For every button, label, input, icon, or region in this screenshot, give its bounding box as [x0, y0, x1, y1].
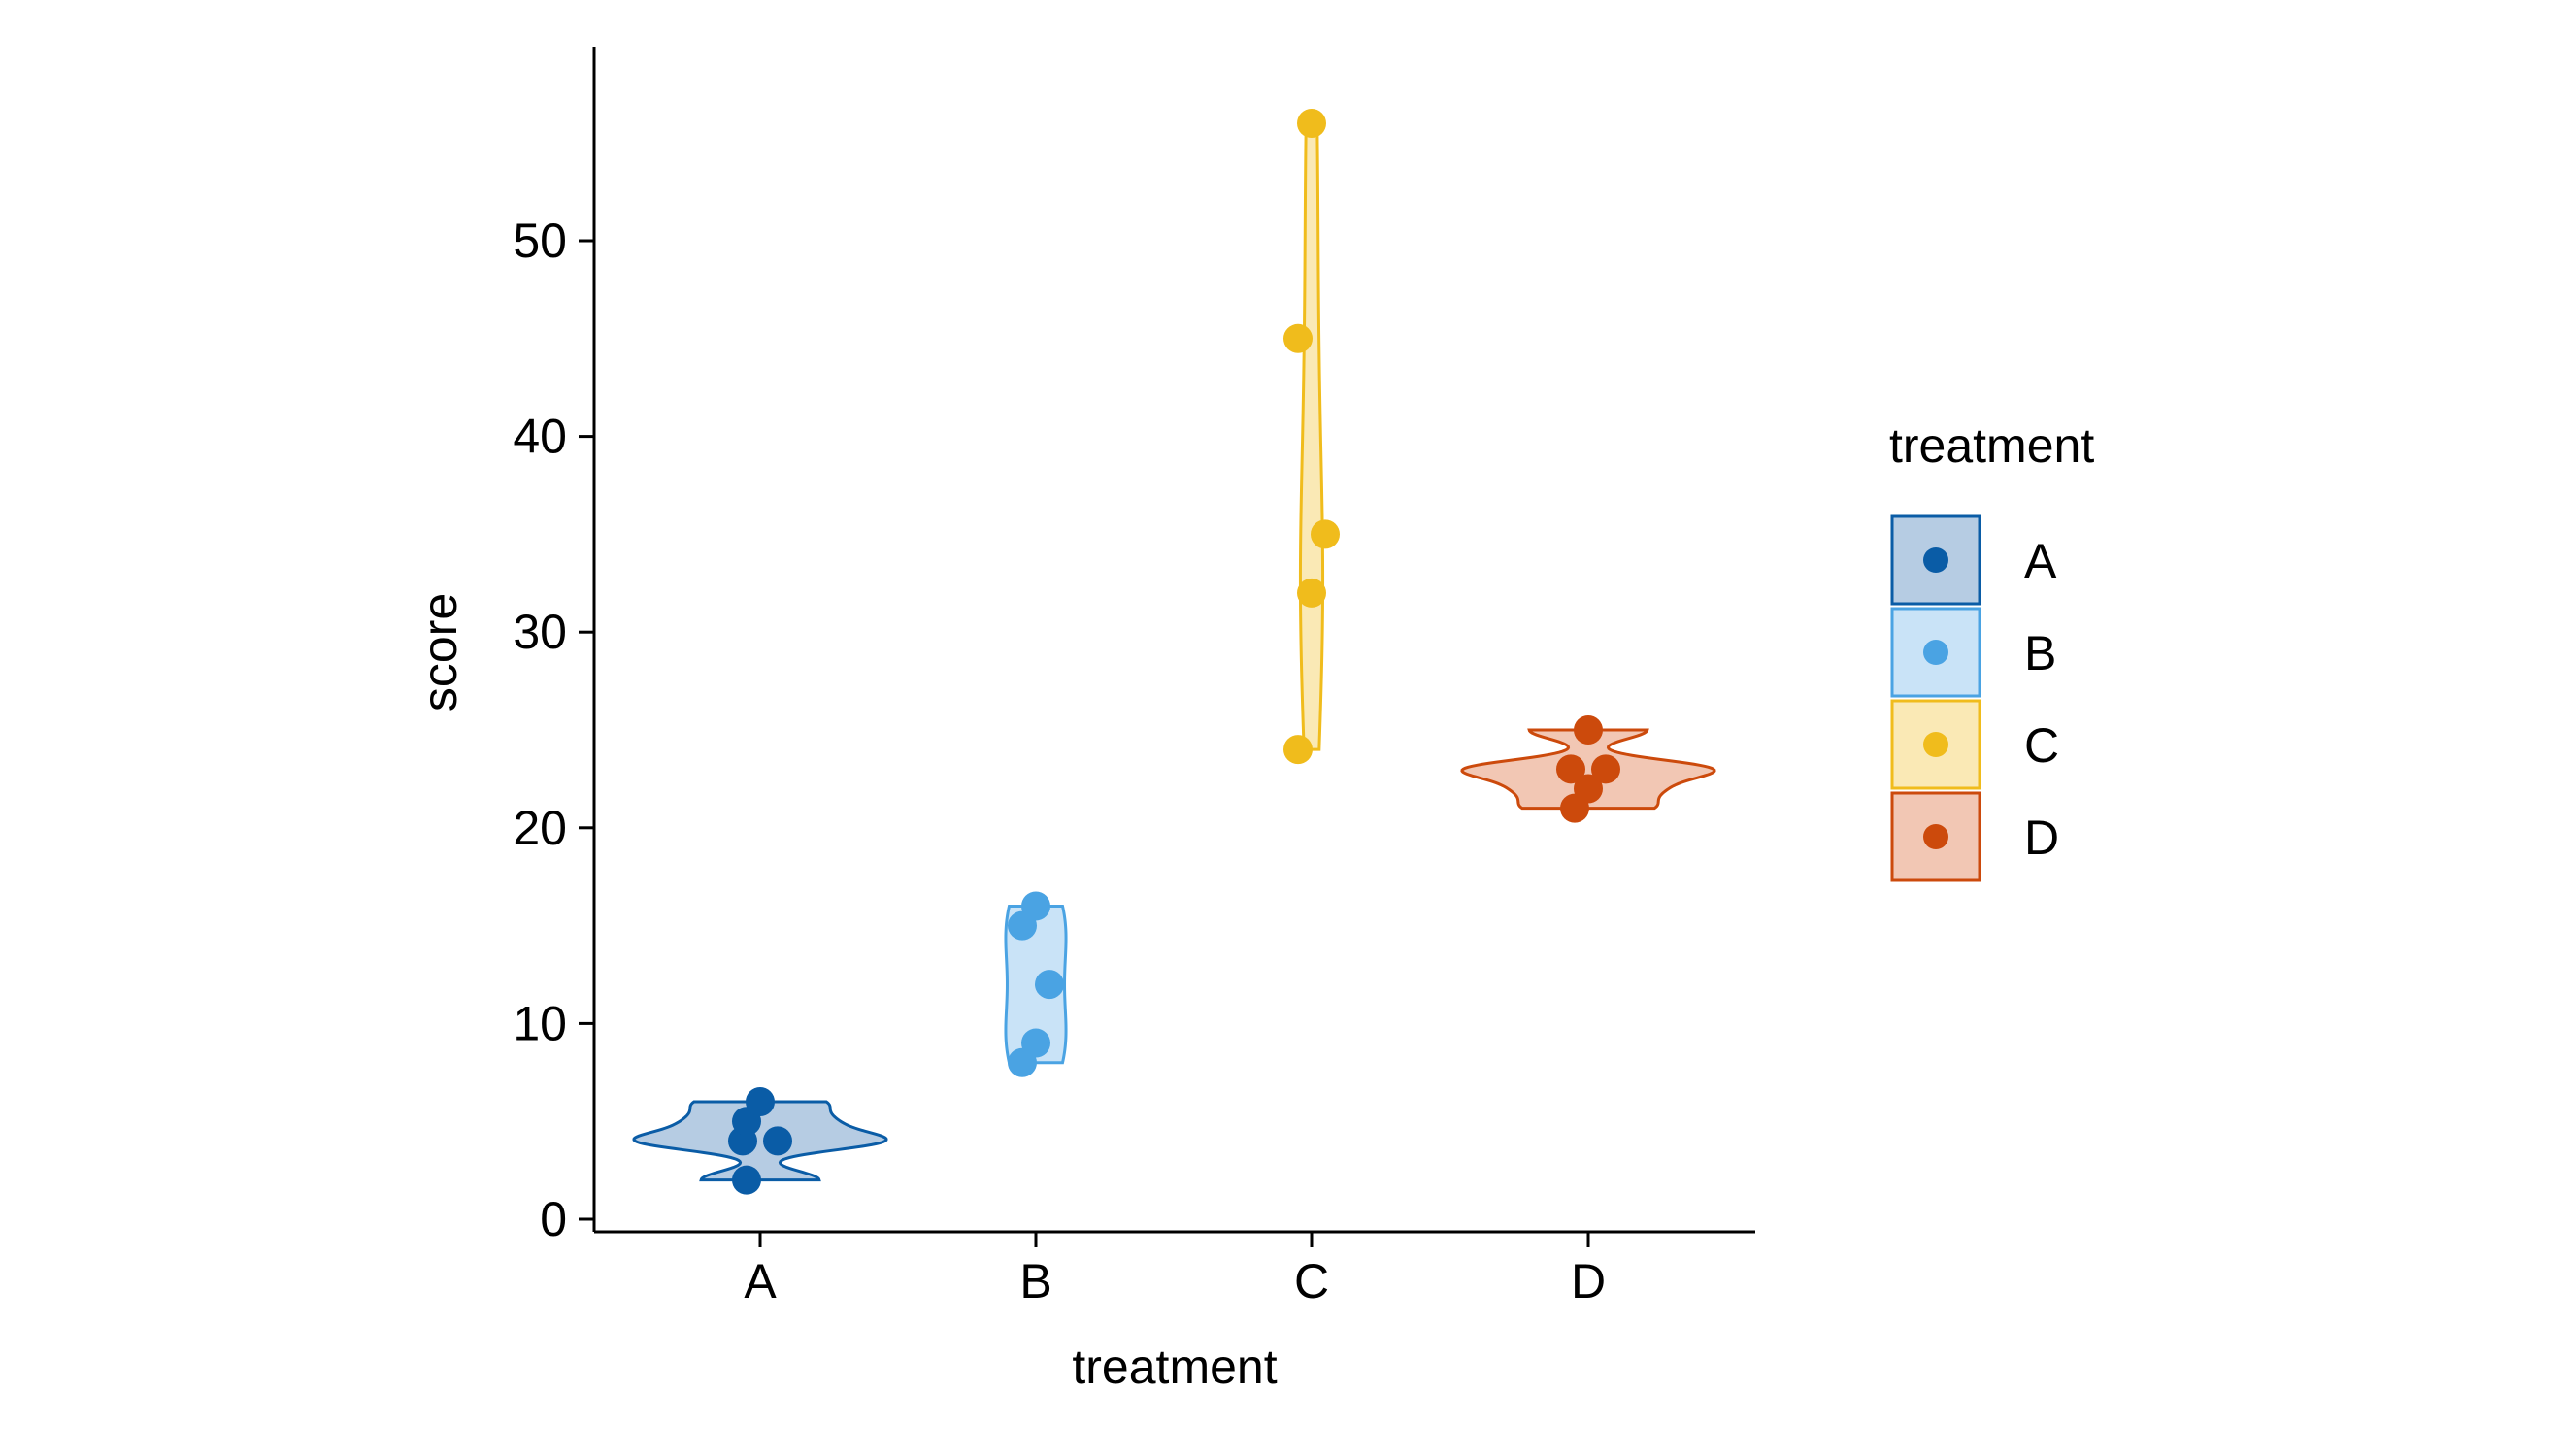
data-point-c [1283, 323, 1313, 353]
x-axis-title: treatment [1072, 1340, 1277, 1394]
violin-a [632, 1100, 888, 1182]
legend-dot-c [1923, 732, 1948, 757]
y-axis-title: score [413, 593, 467, 711]
data-point-d [1591, 754, 1620, 784]
data-point-a [732, 1165, 761, 1195]
axes: 0 10 20 30 40 50 A B C D [513, 47, 1755, 1308]
data-point-d [1574, 774, 1603, 804]
x-tick-label: A [744, 1254, 777, 1308]
data-point-a [763, 1126, 792, 1156]
data-point-d [1556, 754, 1585, 784]
points-layer [728, 109, 1620, 1195]
data-point-c [1311, 519, 1340, 549]
y-tick-label: 10 [513, 996, 567, 1050]
legend-title: treatment [1889, 418, 2094, 473]
data-point-c [1283, 735, 1313, 765]
data-point-a [746, 1087, 775, 1117]
legend-label-a: A [2024, 534, 2057, 588]
data-point-b [1035, 970, 1064, 1000]
x-tick-label: C [1294, 1254, 1329, 1308]
data-point-b [1021, 1028, 1050, 1058]
y-tick-label: 0 [540, 1192, 567, 1246]
legend-label-c: C [2024, 718, 2059, 773]
y-tick-label: 50 [513, 214, 567, 268]
x-tick-label: D [1571, 1254, 1606, 1308]
x-tick-label: B [1019, 1254, 1051, 1308]
legend-dot-d [1923, 824, 1948, 849]
violin-d [1460, 728, 1716, 811]
legend-dot-a [1923, 547, 1948, 573]
data-point-b [1021, 891, 1050, 921]
data-point-c [1297, 578, 1326, 608]
y-tick-label: 30 [513, 605, 567, 659]
legend-label-b: B [2024, 626, 2056, 680]
data-point-c [1297, 109, 1326, 139]
legend-dot-b [1923, 640, 1948, 665]
y-tick-label: 20 [513, 801, 567, 855]
legend-label-d: D [2024, 811, 2059, 865]
data-point-d [1574, 715, 1603, 745]
violin-layer [632, 121, 1716, 1182]
y-tick-label: 40 [513, 410, 567, 464]
violin-c [1298, 121, 1325, 751]
